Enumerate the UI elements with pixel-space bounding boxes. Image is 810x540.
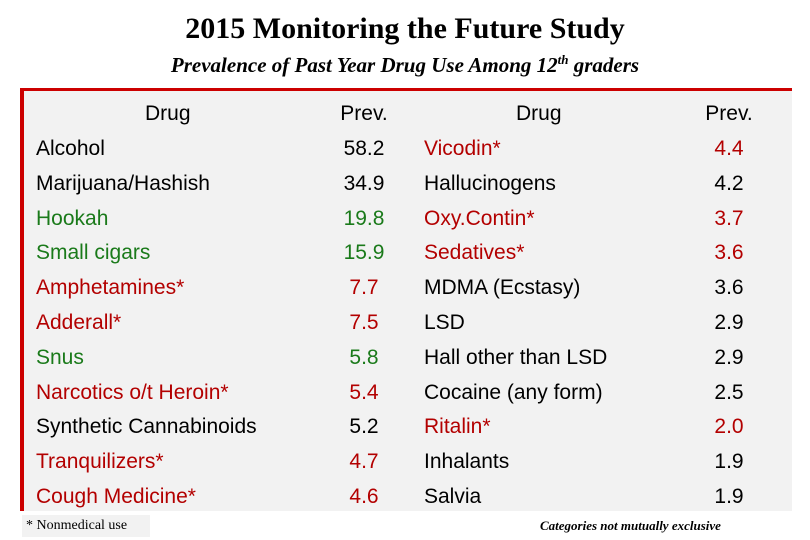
prevalence-value-right-7: 2.9 [714,346,744,369]
drug-name-left-9: Synthetic Cannabinoids [36,415,257,438]
prevalence-value-right-1: 4.4 [714,137,744,160]
subtitle-end: graders [568,53,640,77]
drug-name-left-5: Amphetamines* [36,276,185,299]
prevalence-value-right-9: 2.0 [714,415,744,438]
drug-name-left-8: Narcotics o/t Heroin* [36,381,229,404]
drug-name-right-3: Oxy.Contin* [424,207,535,230]
prevalence-value-right-5: 3.6 [714,276,744,299]
prevalence-value-right-3: 3.7 [714,207,744,230]
prevalence-value-right-4: 3.6 [714,241,744,264]
subtitle-main: Prevalence of Past Year Drug Use Among 1… [170,53,558,77]
prevalence-value-right-10: 1.9 [714,450,744,473]
subtitle-superscript: th [557,52,569,67]
accent-left-bar [20,91,24,511]
drug-name-right-6: LSD [424,311,465,334]
prevalence-value-left-11: 4.6 [349,485,379,508]
drug-name-right-5: MDMA (Ecstasy) [424,276,581,299]
drug-name-right-8: Cocaine (any form) [424,381,603,404]
drug-name-right-1: Vicodin* [424,137,501,160]
prevalence-value-right-6: 2.9 [714,311,744,334]
drug-name-left-7: Snus [36,346,84,369]
drug-name-right-9: Ritalin* [424,415,491,438]
header-drug-right: Drug [516,102,562,125]
drug-name-left-10: Tranquilizers* [36,450,164,473]
drug-name-right-11: Salvia [424,485,482,508]
drug-name-left-4: Small cigars [36,241,151,264]
drug-name-left-1: Alcohol [36,137,105,160]
prevalence-value-left-9: 5.2 [349,415,379,438]
page-title: 2015 Monitoring the Future Study [185,12,625,45]
prevalence-value-left-10: 4.7 [349,450,379,473]
drug-name-right-2: Hallucinogens [424,172,556,195]
prevalence-value-left-8: 5.4 [349,381,379,404]
footnote-nonmedical: * Nonmedical use [22,515,150,537]
header-prev-left: Prev. [340,102,388,125]
page-subtitle: Prevalence of Past Year Drug Use Among 1… [0,52,810,78]
drug-name-left-3: Hookah [36,207,109,230]
drug-name-right-4: Sedatives* [424,241,525,264]
drug-name-left-11: Cough Medicine* [36,485,196,508]
drug-table-panel [24,91,792,511]
header-prev-right: Prev. [705,102,753,125]
prevalence-value-left-5: 7.7 [349,276,379,299]
prevalence-value-right-2: 4.2 [714,172,744,195]
prevalence-value-right-11: 1.9 [714,485,744,508]
prevalence-value-left-1: 58.2 [343,137,385,160]
prevalence-value-left-2: 34.9 [343,172,385,195]
prevalence-value-left-7: 5.8 [349,346,379,369]
prevalence-value-left-4: 15.9 [343,241,385,264]
prevalence-value-right-8: 2.5 [714,381,744,404]
prevalence-value-left-3: 19.8 [343,207,385,230]
drug-name-left-2: Marijuana/Hashish [36,172,210,195]
prevalence-value-left-6: 7.5 [349,311,379,334]
accent-top-line [20,88,792,91]
note-categories: Categories not mutually exclusive [540,518,721,533]
drug-name-right-7: Hall other than LSD [424,346,608,369]
header-drug-left: Drug [145,102,191,125]
drug-name-right-10: Inhalants [424,450,510,473]
drug-name-left-6: Adderall* [36,311,122,334]
